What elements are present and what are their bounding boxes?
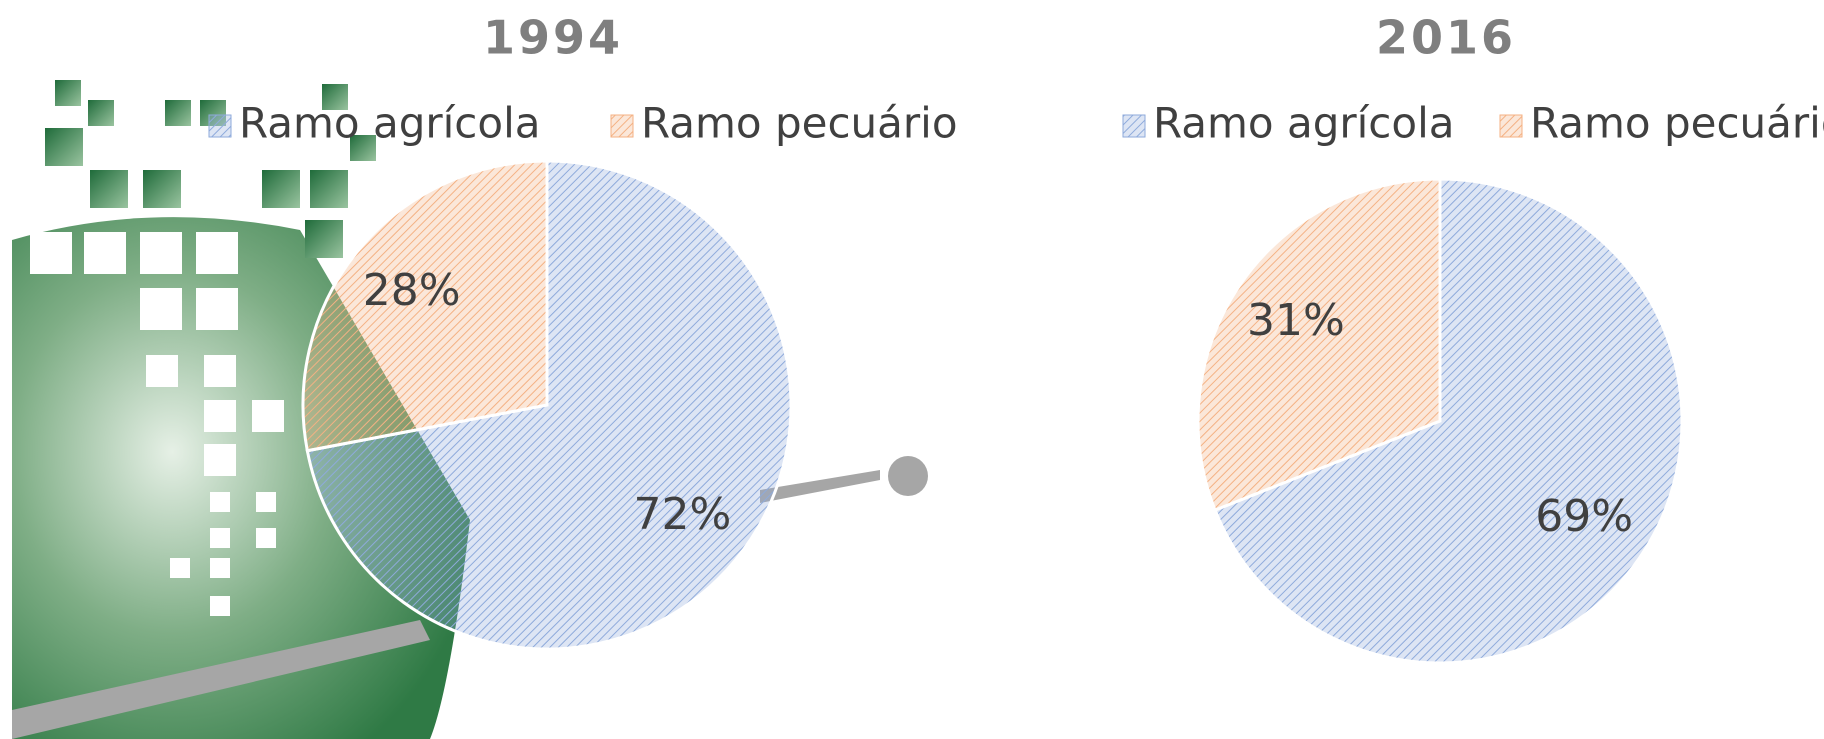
legend-swatch <box>208 114 232 138</box>
legend-label: Ramo agrícola <box>1153 99 1455 148</box>
legend-label: Ramo agrícola <box>239 99 541 148</box>
pie-slice <box>1213 177 1684 665</box>
pie-slice <box>301 159 549 453</box>
chart-title: 2016 <box>1376 11 1516 65</box>
data-label: 31% <box>1247 295 1345 346</box>
chart-title: 1994 <box>483 11 623 65</box>
legend-swatch <box>610 114 634 138</box>
data-label: 69% <box>1535 491 1633 542</box>
pie-slice <box>1196 177 1442 513</box>
pie-slice <box>305 159 793 651</box>
legend-swatch <box>1122 114 1146 138</box>
data-label: 28% <box>363 265 461 316</box>
legend-label: Ramo pecuário <box>641 99 958 148</box>
data-label: 72% <box>633 489 731 540</box>
legend-swatch <box>1499 114 1523 138</box>
legend-label: Ramo pecuário <box>1530 99 1824 148</box>
